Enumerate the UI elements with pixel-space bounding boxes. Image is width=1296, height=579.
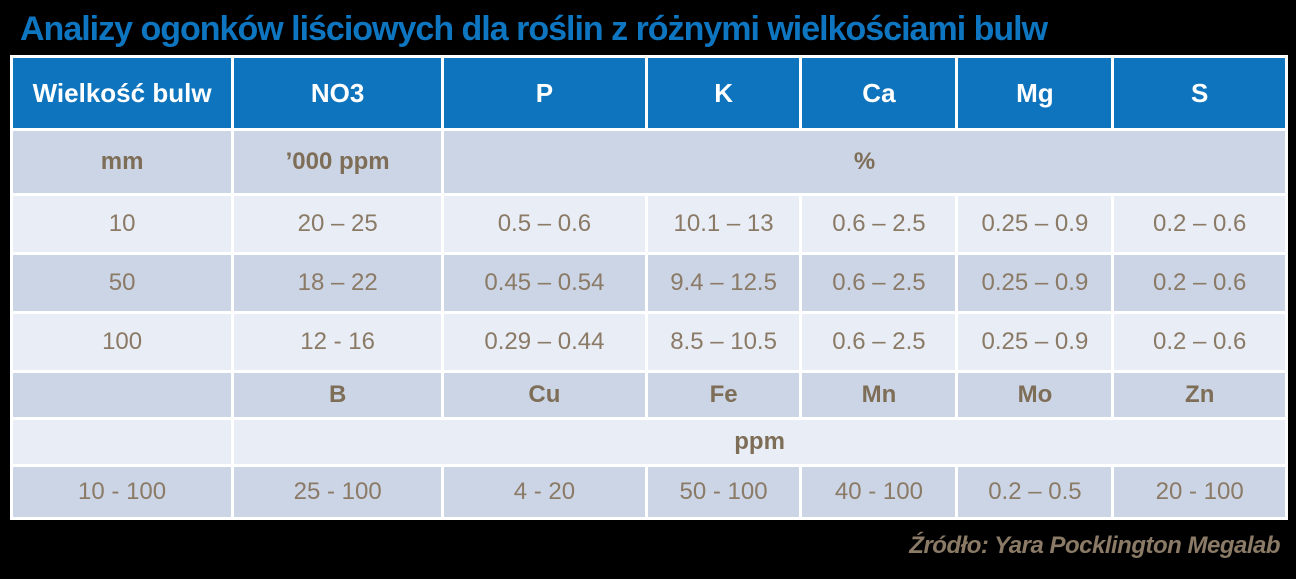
cell: 50 - 100 [647,467,800,517]
header-fe: Fe [647,373,800,417]
cell: 4 - 20 [444,467,645,517]
header-s: S [1114,58,1285,128]
source-note: Źródło: Yara Pocklington Megalab [909,532,1280,559]
cell: 0.6 – 2.5 [802,314,956,370]
micronutrient-header-row: B Cu Fe Mn Mo Zn [13,373,1285,417]
header-no3: NO3 [234,58,442,128]
page-title: Analizy ogonków liściowych dla roślin z … [20,10,1048,48]
table-row-10-100mm: 10 - 100 25 - 100 4 - 20 50 - 100 40 - 1… [13,467,1285,517]
cell: 9.4 – 12.5 [647,255,800,311]
cell: 100 [13,314,232,370]
cell: 20 - 100 [1114,467,1285,517]
cell: 0.25 – 0.9 [958,196,1112,252]
header-mg: Mg [958,58,1112,128]
header-ca: Ca [802,58,956,128]
cell: 10 [13,196,232,252]
cell: 20 – 25 [234,196,442,252]
unit-000ppm: ’000 ppm [234,131,442,193]
cell: 0.2 – 0.6 [1114,255,1285,311]
table-header-row: Wielkość bulw NO3 P K Ca Mg S [13,58,1285,128]
cell: 12 - 16 [234,314,442,370]
cell-empty [13,373,232,417]
cell: 40 - 100 [802,467,956,517]
cell: 0.25 – 0.9 [958,314,1112,370]
cell: 0.2 – 0.5 [958,467,1112,517]
cell: 0.6 – 2.5 [802,196,956,252]
cell: 8.5 – 10.5 [647,314,800,370]
header-b: B [234,373,442,417]
cell: 0.29 – 0.44 [444,314,645,370]
cell: 18 – 22 [234,255,442,311]
header-p: P [444,58,645,128]
header-k: K [647,58,800,128]
cell: 0.2 – 0.6 [1114,314,1285,370]
cell: 0.2 – 0.6 [1114,196,1285,252]
table-row-50mm: 50 18 – 22 0.45 – 0.54 9.4 – 12.5 0.6 – … [13,255,1285,311]
header-tuber-size: Wielkość bulw [13,58,232,128]
cell: 10 - 100 [13,467,232,517]
unit-percent: % [444,131,1285,193]
cell: 0.6 – 2.5 [802,255,956,311]
cell: 25 - 100 [234,467,442,517]
unit-row: mm ’000 ppm % [13,131,1285,193]
unit-ppm: ppm [234,420,1285,464]
cell: 0.45 – 0.54 [444,255,645,311]
unit-mm: mm [13,131,232,193]
header-zn: Zn [1114,373,1285,417]
cell-empty [13,420,232,464]
cell: 0.5 – 0.6 [444,196,645,252]
header-mo: Mo [958,373,1112,417]
header-mn: Mn [802,373,956,417]
cell: 50 [13,255,232,311]
table-row-100mm: 100 12 - 16 0.29 – 0.44 8.5 – 10.5 0.6 –… [13,314,1285,370]
micronutrient-unit-row: ppm [13,420,1285,464]
petiole-analysis-table: Wielkość bulw NO3 P K Ca Mg S mm ’000 pp… [10,55,1288,520]
header-cu: Cu [444,373,645,417]
cell: 10.1 – 13 [647,196,800,252]
cell: 0.25 – 0.9 [958,255,1112,311]
table-row-10mm: 10 20 – 25 0.5 – 0.6 10.1 – 13 0.6 – 2.5… [13,196,1285,252]
